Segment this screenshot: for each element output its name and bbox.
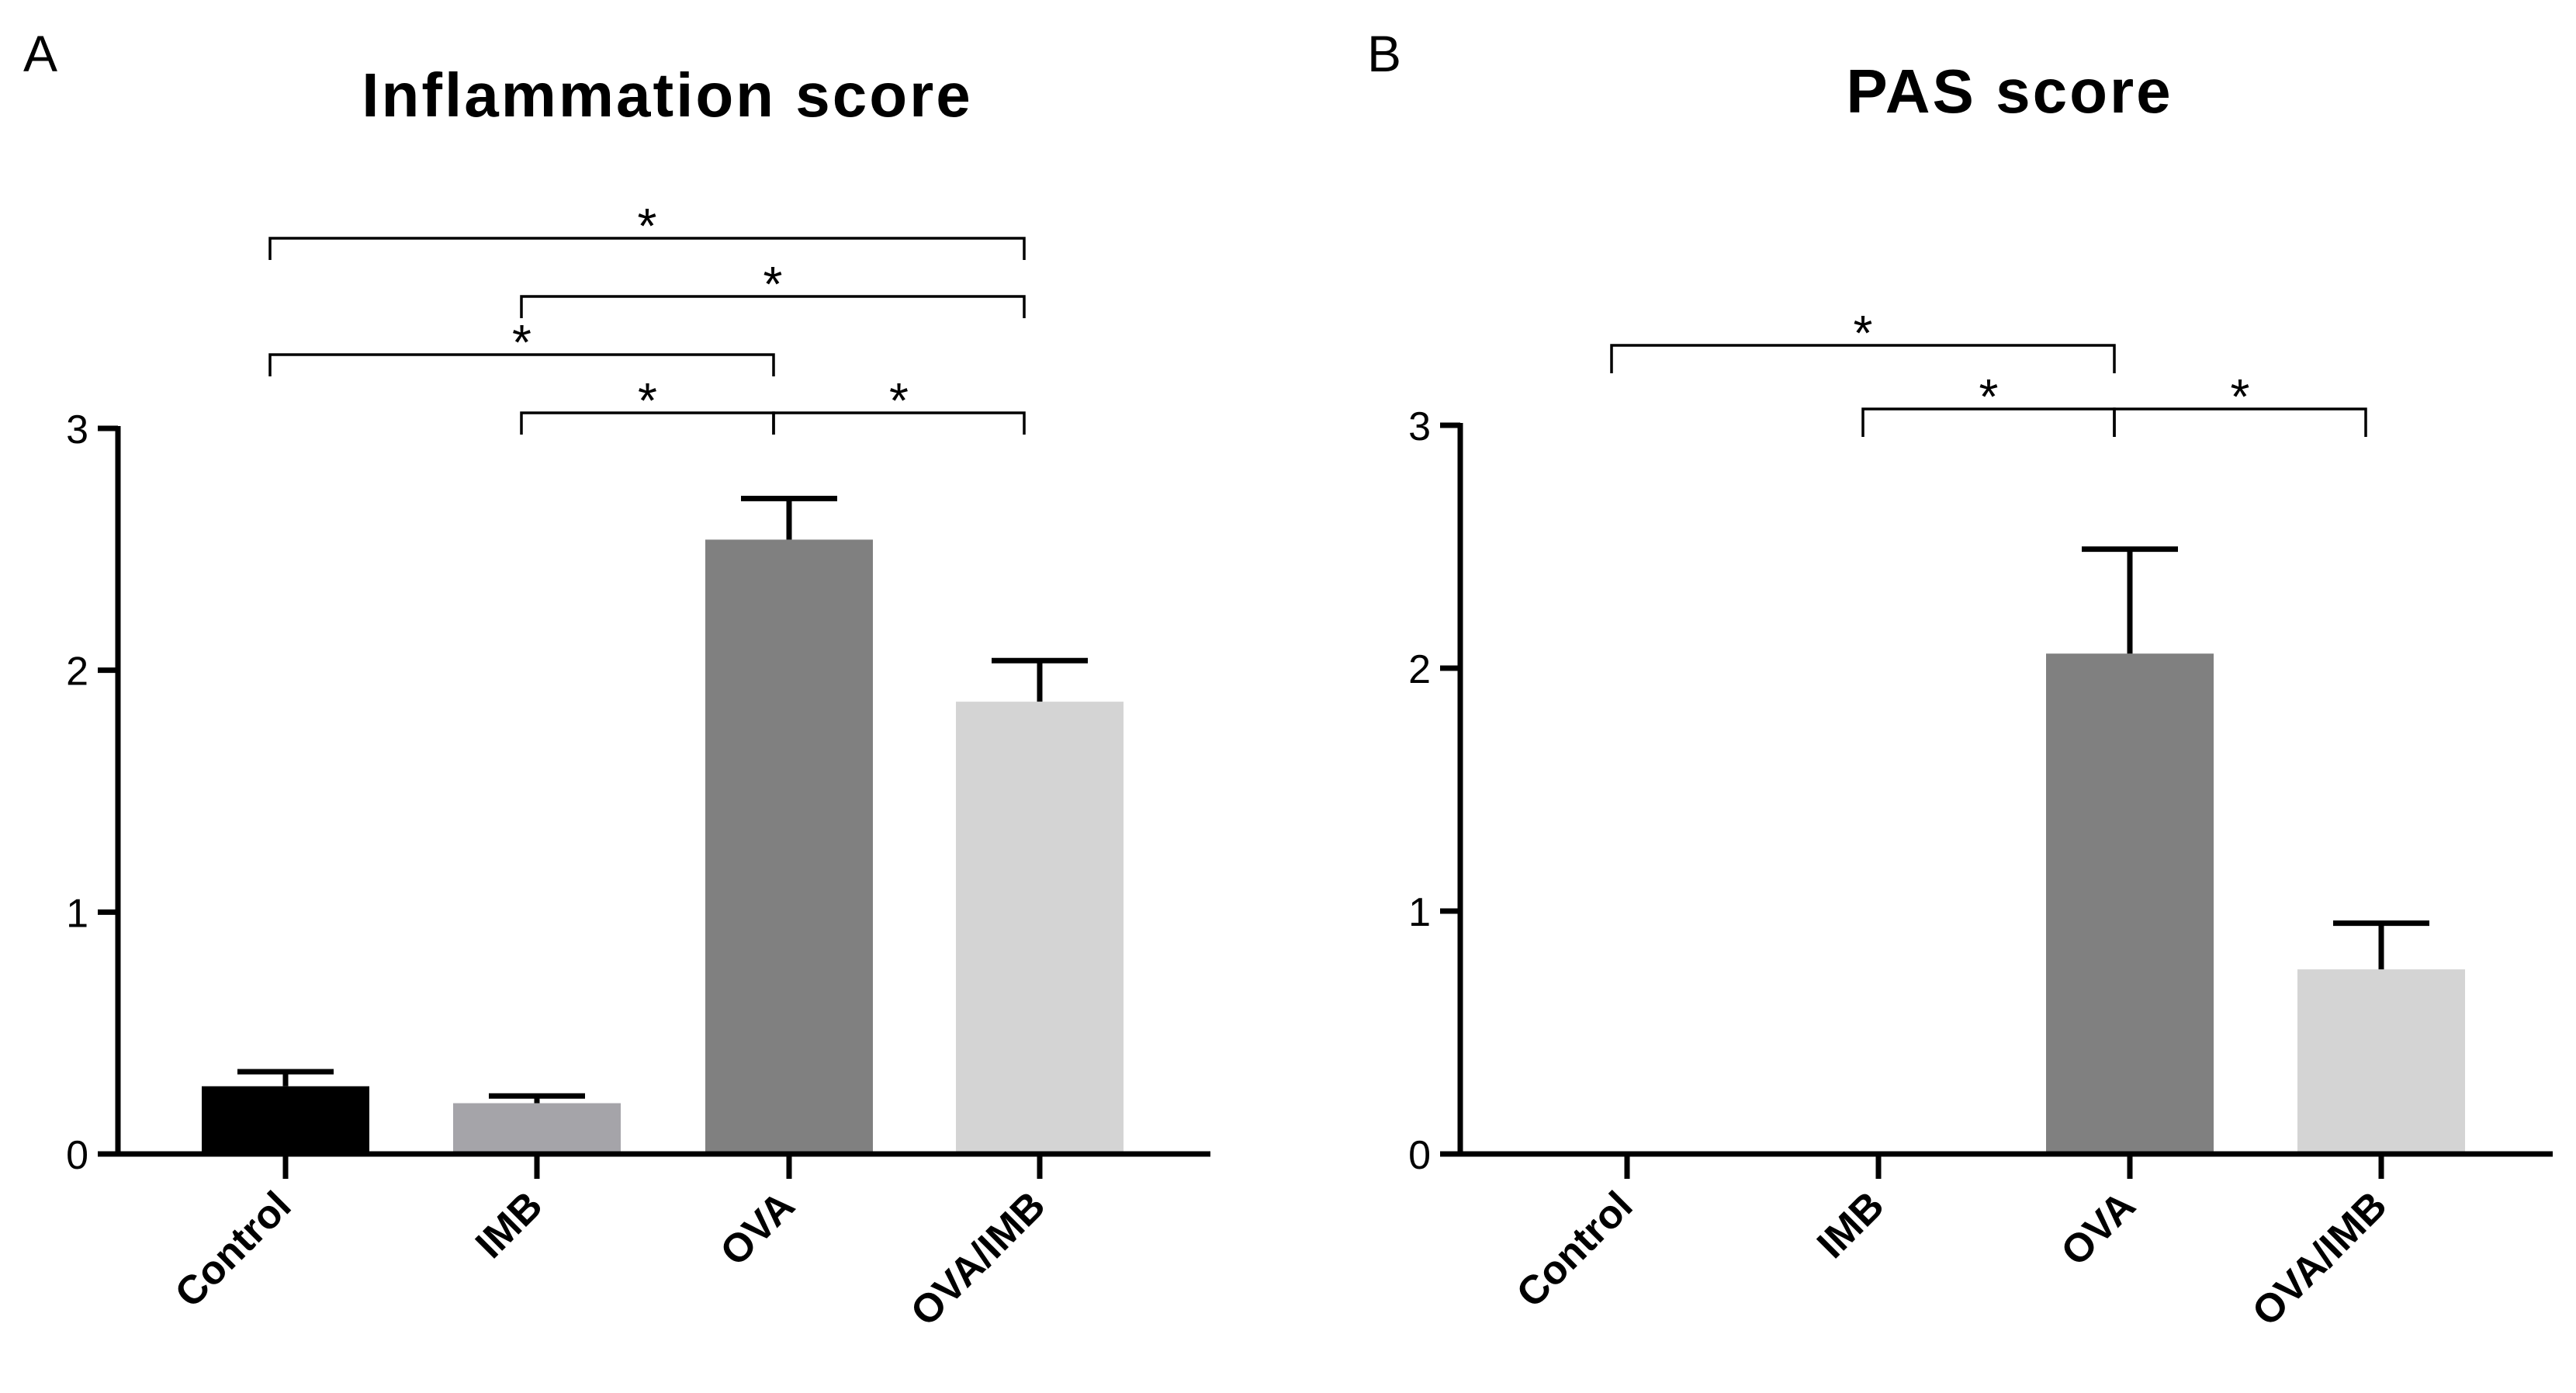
panel-letter-b: B	[1367, 25, 1401, 82]
bar-control	[202, 1086, 369, 1154]
y-tick-label: 0	[1408, 1133, 1431, 1178]
chart-panel-a: 0 1 2 3 Control IMB OVA OVA/IMB * * * * *	[66, 198, 1210, 1335]
bar-imb	[453, 1103, 621, 1154]
y-tick-label: 1	[66, 891, 88, 936]
significance-star: *	[763, 256, 783, 312]
significance-star: *	[638, 373, 657, 428]
significance-star: *	[1979, 369, 1999, 424]
bar-ova-imb	[2297, 969, 2465, 1154]
y-tick-label: 2	[1408, 647, 1431, 692]
y-tick-label: 2	[66, 650, 88, 695]
x-category-label: OVA	[2053, 1183, 2145, 1274]
panel-letter-a: A	[23, 25, 57, 82]
x-category-label: OVA	[712, 1183, 804, 1274]
x-category-label: Control	[167, 1183, 300, 1316]
y-tick-label: 0	[66, 1133, 88, 1178]
bar-ova	[2046, 653, 2214, 1154]
significance-bracket	[1610, 344, 2116, 373]
x-category-label: OVA/IMB	[902, 1183, 1054, 1335]
bar-ova-imb	[956, 702, 1124, 1154]
x-category-label: Control	[1508, 1183, 1642, 1316]
significance-bracket	[268, 353, 775, 376]
x-category-label: IMB	[467, 1183, 551, 1267]
significance-star: *	[1854, 305, 1873, 361]
x-category-label: IMB	[1809, 1183, 1892, 1267]
y-tick-label: 1	[1408, 890, 1431, 935]
significance-star: *	[512, 314, 531, 370]
bar-ova	[705, 539, 873, 1154]
significance-bracket	[772, 411, 1026, 435]
chart-title-a: Inflammation score	[362, 61, 973, 130]
significance-bracket	[2113, 407, 2367, 437]
chart-title-b: PAS score	[1846, 57, 2173, 126]
significance-bracket	[268, 237, 1026, 260]
significance-star: *	[889, 373, 909, 428]
significance-star: *	[2231, 369, 2250, 424]
y-tick-label: 3	[1408, 404, 1431, 449]
significance-star: *	[638, 198, 657, 254]
y-tick-label: 3	[66, 407, 88, 452]
chart-panel-b: 0 1 2 3 Control IMB OVA OVA/IMB * * *	[1408, 305, 2553, 1335]
significance-bracket	[520, 295, 1026, 318]
x-category-label: OVA/IMB	[2244, 1183, 2396, 1335]
